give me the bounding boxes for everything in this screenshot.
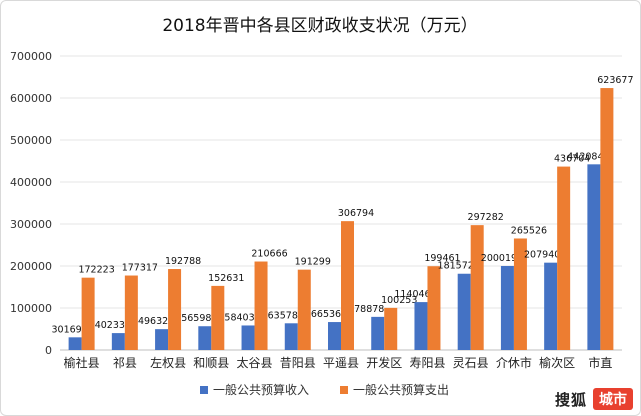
x-tick-label: 昔阳县 <box>280 356 316 370</box>
bar-revenue <box>500 265 514 350</box>
bar-expenditure <box>124 275 138 350</box>
bar-expenditure <box>254 261 268 350</box>
data-label: 181572 <box>438 261 474 272</box>
data-label: 56598 <box>181 313 211 324</box>
y-tick-label: 500000 <box>10 134 52 147</box>
data-label: 442084 <box>567 151 603 162</box>
data-label: 306794 <box>338 208 374 219</box>
bar-expenditure <box>81 277 95 350</box>
bar-revenue <box>155 329 169 350</box>
data-label: 58403 <box>224 312 254 323</box>
legend-swatch <box>340 386 348 394</box>
x-tick-label: 寿阳县 <box>409 356 445 370</box>
data-label: 114046 <box>394 289 430 300</box>
y-tick-label: 400000 <box>10 176 52 189</box>
x-tick-label: 榆次区 <box>539 355 575 370</box>
x-tick-label: 太谷县 <box>237 355 273 370</box>
bar-expenditure <box>513 238 527 350</box>
x-tick-label: 介休市 <box>496 355 532 370</box>
data-label: 200019 <box>481 253 517 264</box>
bar-revenue <box>457 273 471 350</box>
bar-expenditure <box>384 307 398 350</box>
data-label: 40233 <box>95 320 125 331</box>
y-tick-label: 200000 <box>10 260 52 273</box>
x-tick-label: 市直 <box>588 355 612 370</box>
data-label: 192788 <box>165 256 201 267</box>
bar-expenditure <box>297 269 311 350</box>
y-tick-label: 0 <box>45 344 52 357</box>
bar-revenue <box>284 323 298 350</box>
x-tick-label: 平遥县 <box>323 356 359 370</box>
data-label: 30169 <box>51 324 81 335</box>
y-tick-label: 600000 <box>10 92 52 105</box>
bar-revenue <box>414 302 428 350</box>
data-label: 100253 <box>381 295 417 306</box>
bar-revenue <box>371 316 385 350</box>
watermark-text: 搜狐 <box>554 390 587 409</box>
data-label: 191299 <box>295 257 331 268</box>
data-label: 49632 <box>138 316 168 327</box>
bar-revenue <box>328 322 341 350</box>
data-label: 199461 <box>424 253 460 264</box>
bar-revenue <box>198 326 212 350</box>
y-tick-label: 100000 <box>10 302 52 315</box>
x-tick-label: 祁县 <box>113 355 137 370</box>
data-label: 172223 <box>78 265 114 276</box>
data-label: 436704 <box>554 154 590 165</box>
sohu-watermark: 搜狐 城市 <box>555 388 633 410</box>
bar-expenditure <box>168 269 182 350</box>
bar-expenditure <box>470 225 484 350</box>
x-tick-label: 和顺县 <box>193 356 229 370</box>
legend-label: 一般公共预算支出 <box>353 382 449 397</box>
x-tick-label: 左权县 <box>150 355 186 370</box>
data-label: 297282 <box>468 212 504 223</box>
bar-expenditure <box>341 221 354 350</box>
data-label: 210666 <box>251 249 287 260</box>
bar-revenue <box>111 333 125 350</box>
data-label: 152631 <box>208 273 244 284</box>
bar-revenue <box>241 325 255 350</box>
bar-expenditure <box>427 266 441 350</box>
y-tick-label: 700000 <box>10 50 52 63</box>
legend-swatch <box>200 386 208 394</box>
bar-revenue <box>587 164 601 350</box>
bar-expenditure <box>600 88 614 350</box>
legend-label: 一般公共预算收入 <box>213 382 309 397</box>
bar-expenditure <box>211 285 225 350</box>
data-label: 207940 <box>524 250 560 261</box>
bar-revenue <box>544 262 558 350</box>
y-tick-label: 300000 <box>10 218 52 231</box>
data-label: 265526 <box>511 225 547 236</box>
bar-revenue <box>68 337 82 350</box>
data-label: 66536 <box>311 309 341 320</box>
watermark-badge: 城市 <box>593 388 633 410</box>
bar-expenditure <box>557 166 571 350</box>
data-label: 177317 <box>122 263 158 274</box>
x-tick-label: 灵石县 <box>453 356 489 370</box>
data-label: 63578 <box>268 310 298 321</box>
data-label: 623677 <box>597 75 633 86</box>
x-tick-label: 开发区 <box>366 355 402 370</box>
chart-title: 2018年晋中各县区财政收支状况（万元） <box>162 16 477 36</box>
x-tick-label: 榆社县 <box>64 355 100 370</box>
data-label: 78878 <box>354 304 384 315</box>
